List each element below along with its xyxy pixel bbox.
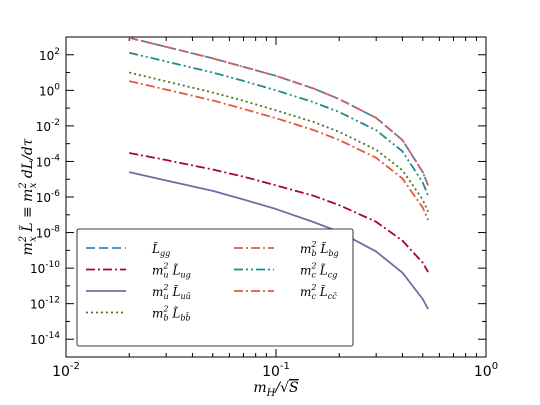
series-line-3: [129, 71, 429, 213]
legend-label: m2 b L̃bg: [300, 240, 339, 258]
legend-label: m2 b L̃bb̄: [152, 305, 191, 323]
legend-box: [76, 228, 354, 347]
y-tick-label: 10-8: [36, 225, 61, 241]
y-tick-label: 10-2: [36, 118, 60, 134]
legend-label: m2 u L̃ug: [152, 262, 191, 280]
y-tick-label: 10-14: [30, 331, 60, 347]
series-layer: [129, 36, 429, 310]
y-tick-label: 10-12: [30, 296, 60, 312]
legend-label: m2 c L̃cc̄: [300, 283, 337, 301]
series-line-2: [129, 171, 429, 310]
y-tick-label: 10-10: [30, 260, 60, 276]
series-line-6: [129, 80, 429, 221]
legend-label: m2 u L̃uū: [152, 283, 191, 301]
y-tick-label: 102: [39, 47, 60, 63]
x-tick-label: 100: [474, 361, 498, 380]
series-line-1: [129, 152, 429, 273]
series-line-4: [129, 36, 429, 186]
legend-label: m2 c L̃cg: [300, 262, 337, 280]
y-axis-title: m2x L̃ ≡ m2x dL/dτ: [18, 138, 39, 255]
y-tick-label: 10-4: [36, 153, 61, 169]
legend: L̃gg m2 u L̃ug m2 u L̃uū m2 b L̃bb̄ m2 b L̃bg m2 c…: [76, 228, 354, 347]
x-tick-label: 10-2: [52, 361, 80, 380]
x-tick-label: 10-1: [262, 361, 290, 380]
axis-ticks: 10-2 10-1 100 10-14 10-12 10-10 10-8 10-6 10-4 10…: [30, 36, 498, 380]
legend-label: L̃gg: [151, 241, 170, 258]
x-axis-title: mH/√S: [253, 380, 298, 399]
series-line-5: [129, 51, 429, 196]
y-tick-label: 10-6: [36, 189, 61, 205]
y-tick-label: 100: [39, 82, 60, 98]
